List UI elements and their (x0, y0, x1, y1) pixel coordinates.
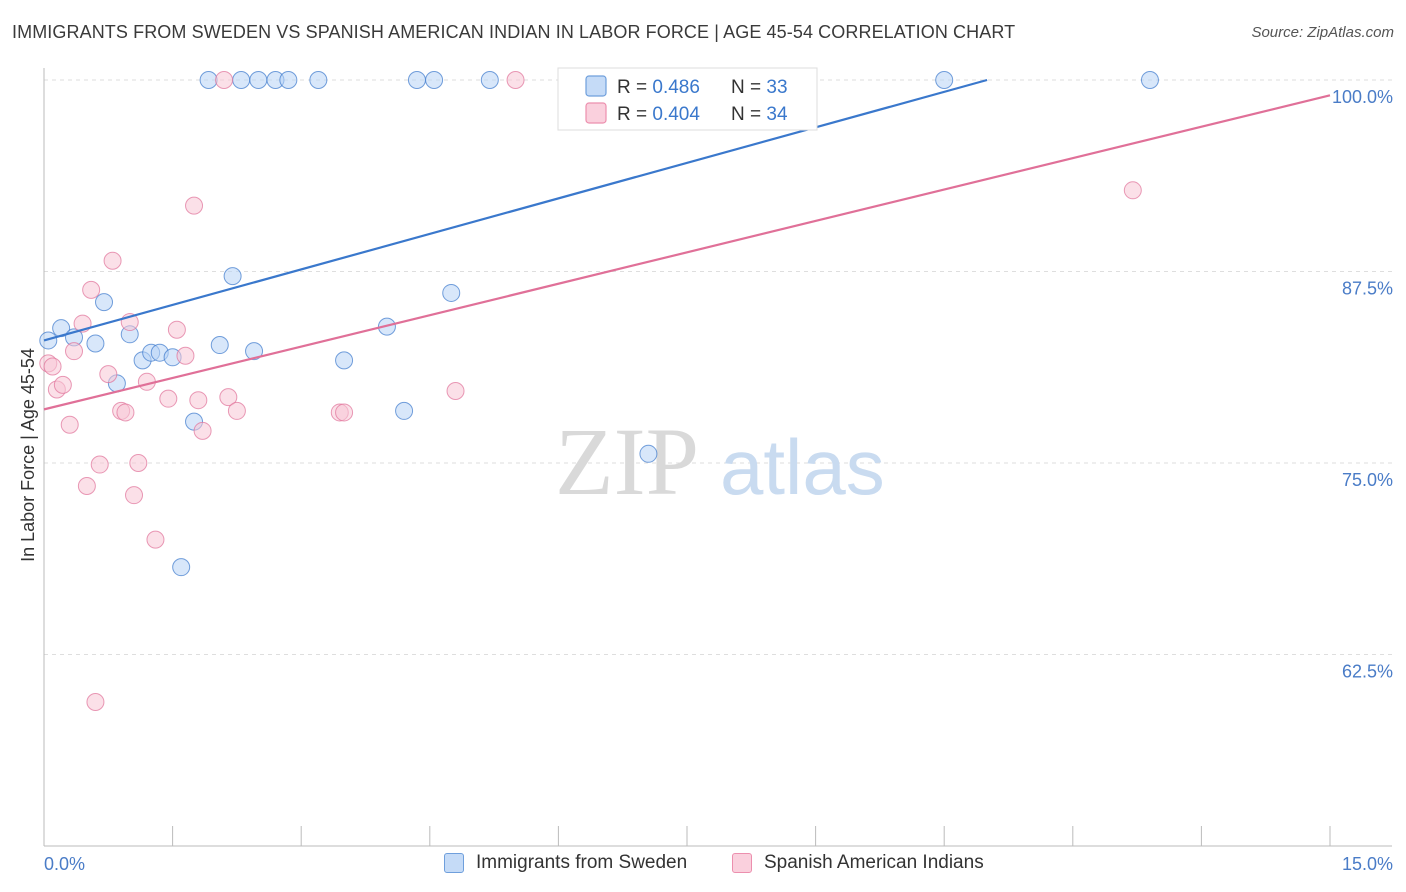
y-tick-label-0: 100.0% (1332, 87, 1393, 107)
y-axis-label: In Labor Force | Age 45-54 (18, 348, 38, 562)
sweden-trend-line (43, 78, 988, 342)
sweden-point[interactable] (172, 558, 191, 577)
spanish-american-indians-point[interactable] (65, 342, 84, 361)
chart-title: IMMIGRANTS FROM SWEDEN VS SPANISH AMERIC… (12, 22, 1016, 42)
sweden-point[interactable] (395, 401, 414, 420)
spanish-american-indians-point[interactable] (90, 455, 109, 474)
spanish-american-indians-point[interactable] (193, 421, 212, 440)
y-tick-label-1: 87.5% (1342, 279, 1393, 299)
trend-lines (43, 78, 1331, 411)
sweden-point[interactable] (223, 267, 242, 286)
spanish-american-indians-point[interactable] (129, 454, 148, 472)
spanish-american-indians-point[interactable] (116, 403, 135, 422)
spanish-american-indians-point[interactable] (506, 71, 525, 89)
r-value: 0.486 (652, 77, 700, 98)
legend-item-sweden: Immigrants from Sweden (444, 852, 687, 874)
sweden-point[interactable] (335, 351, 354, 370)
spanish-american-indians-point[interactable] (43, 357, 62, 376)
sweden-point[interactable] (1140, 71, 1159, 89)
spanish-american-indians-point[interactable] (167, 320, 186, 339)
sweden-point[interactable] (480, 71, 499, 89)
tick-labels: 100.0% 87.5% 75.0% 62.5% 0.0% 15.0% (44, 87, 1393, 874)
stats-row-1: R = 0.404 N = 34 (617, 104, 788, 125)
sweden-point[interactable] (407, 71, 426, 89)
sweden-point[interactable] (245, 342, 264, 361)
stats-legend: R = 0.486 N = 33 R = 0.404 N = 34 (557, 67, 818, 131)
spanish-american-indians-point[interactable] (446, 381, 465, 400)
stats-swatch-1 (585, 102, 607, 124)
sweden-point[interactable] (39, 331, 58, 350)
spanish-american-indians-point[interactable] (103, 251, 122, 270)
y-tick-label-3: 62.5% (1342, 662, 1393, 682)
sweden-point[interactable] (249, 71, 268, 89)
spanish-american-indians-point[interactable] (53, 375, 72, 394)
bottom-legend: Immigrants from Sweden Spanish American … (0, 852, 1406, 878)
legend-label-spanish-american-indians: Spanish American Indians (764, 852, 984, 873)
spanish-american-indians-point[interactable] (146, 530, 165, 549)
spanish-american-indians-point[interactable] (60, 415, 79, 434)
sweden-point[interactable] (199, 71, 218, 89)
watermark: ZIP atlas (555, 408, 885, 515)
watermark-zip: ZIP (555, 408, 699, 515)
spanish-american-indians-point[interactable] (125, 486, 144, 505)
x-tick-label-max: 15.0% (1342, 854, 1393, 874)
sweden-point[interactable] (232, 71, 251, 89)
source-note: Source: ZipAtlas.com (1251, 24, 1394, 41)
series-sweden-points (39, 71, 1159, 577)
stats-swatch-0 (585, 75, 607, 97)
y-axis-label-group: In Labor Force | Age 45-54 (18, 348, 38, 562)
r-value: 0.404 (652, 104, 700, 125)
legend-swatch-pink (732, 853, 752, 873)
spanish-american-indians-point[interactable] (219, 388, 238, 407)
spanish-american-indians-point[interactable] (77, 476, 96, 495)
n-value: 33 (766, 77, 787, 98)
legend-swatch-blue (444, 853, 464, 873)
spanish-american-indians-point[interactable] (99, 365, 118, 384)
sweden-point[interactable] (86, 334, 105, 353)
spanish-american-indians-point[interactable] (82, 280, 101, 299)
spanish-american-indians-point[interactable] (159, 389, 178, 408)
n-value: 34 (766, 104, 788, 125)
axes (43, 68, 1392, 847)
spanish-american-indians-point[interactable] (1123, 181, 1142, 200)
sweden-point[interactable] (210, 336, 229, 355)
sweden-point[interactable] (309, 71, 328, 89)
spanish-american-indians-point[interactable] (176, 346, 195, 365)
legend-item-spanish-american-indians: Spanish American Indians (732, 852, 984, 874)
spanish-american-indians-trend-line (43, 94, 1331, 411)
grid-lines (44, 79, 1392, 655)
watermark-atlas: atlas (720, 423, 885, 511)
stats-row-0: R = 0.486 N = 33 (617, 77, 788, 98)
legend-label-sweden: Immigrants from Sweden (476, 852, 688, 873)
sweden-point[interactable] (95, 293, 114, 312)
spanish-american-indians-point[interactable] (86, 692, 105, 711)
sweden-point[interactable] (442, 283, 461, 302)
spanish-american-indians-point[interactable] (335, 403, 354, 422)
spanish-american-indians-point[interactable] (227, 401, 246, 420)
series-spanish-american-indians-points (39, 71, 1142, 711)
sweden-point[interactable] (639, 444, 658, 463)
sweden-point[interactable] (279, 71, 298, 89)
y-tick-label-2: 75.0% (1342, 470, 1393, 490)
spanish-american-indians-point[interactable] (185, 196, 204, 215)
spanish-american-indians-point[interactable] (189, 391, 208, 410)
sweden-point[interactable] (425, 71, 444, 89)
sweden-point[interactable] (935, 71, 954, 89)
spanish-american-indians-point[interactable] (215, 71, 234, 89)
x-tick-label-min: 0.0% (44, 854, 85, 874)
